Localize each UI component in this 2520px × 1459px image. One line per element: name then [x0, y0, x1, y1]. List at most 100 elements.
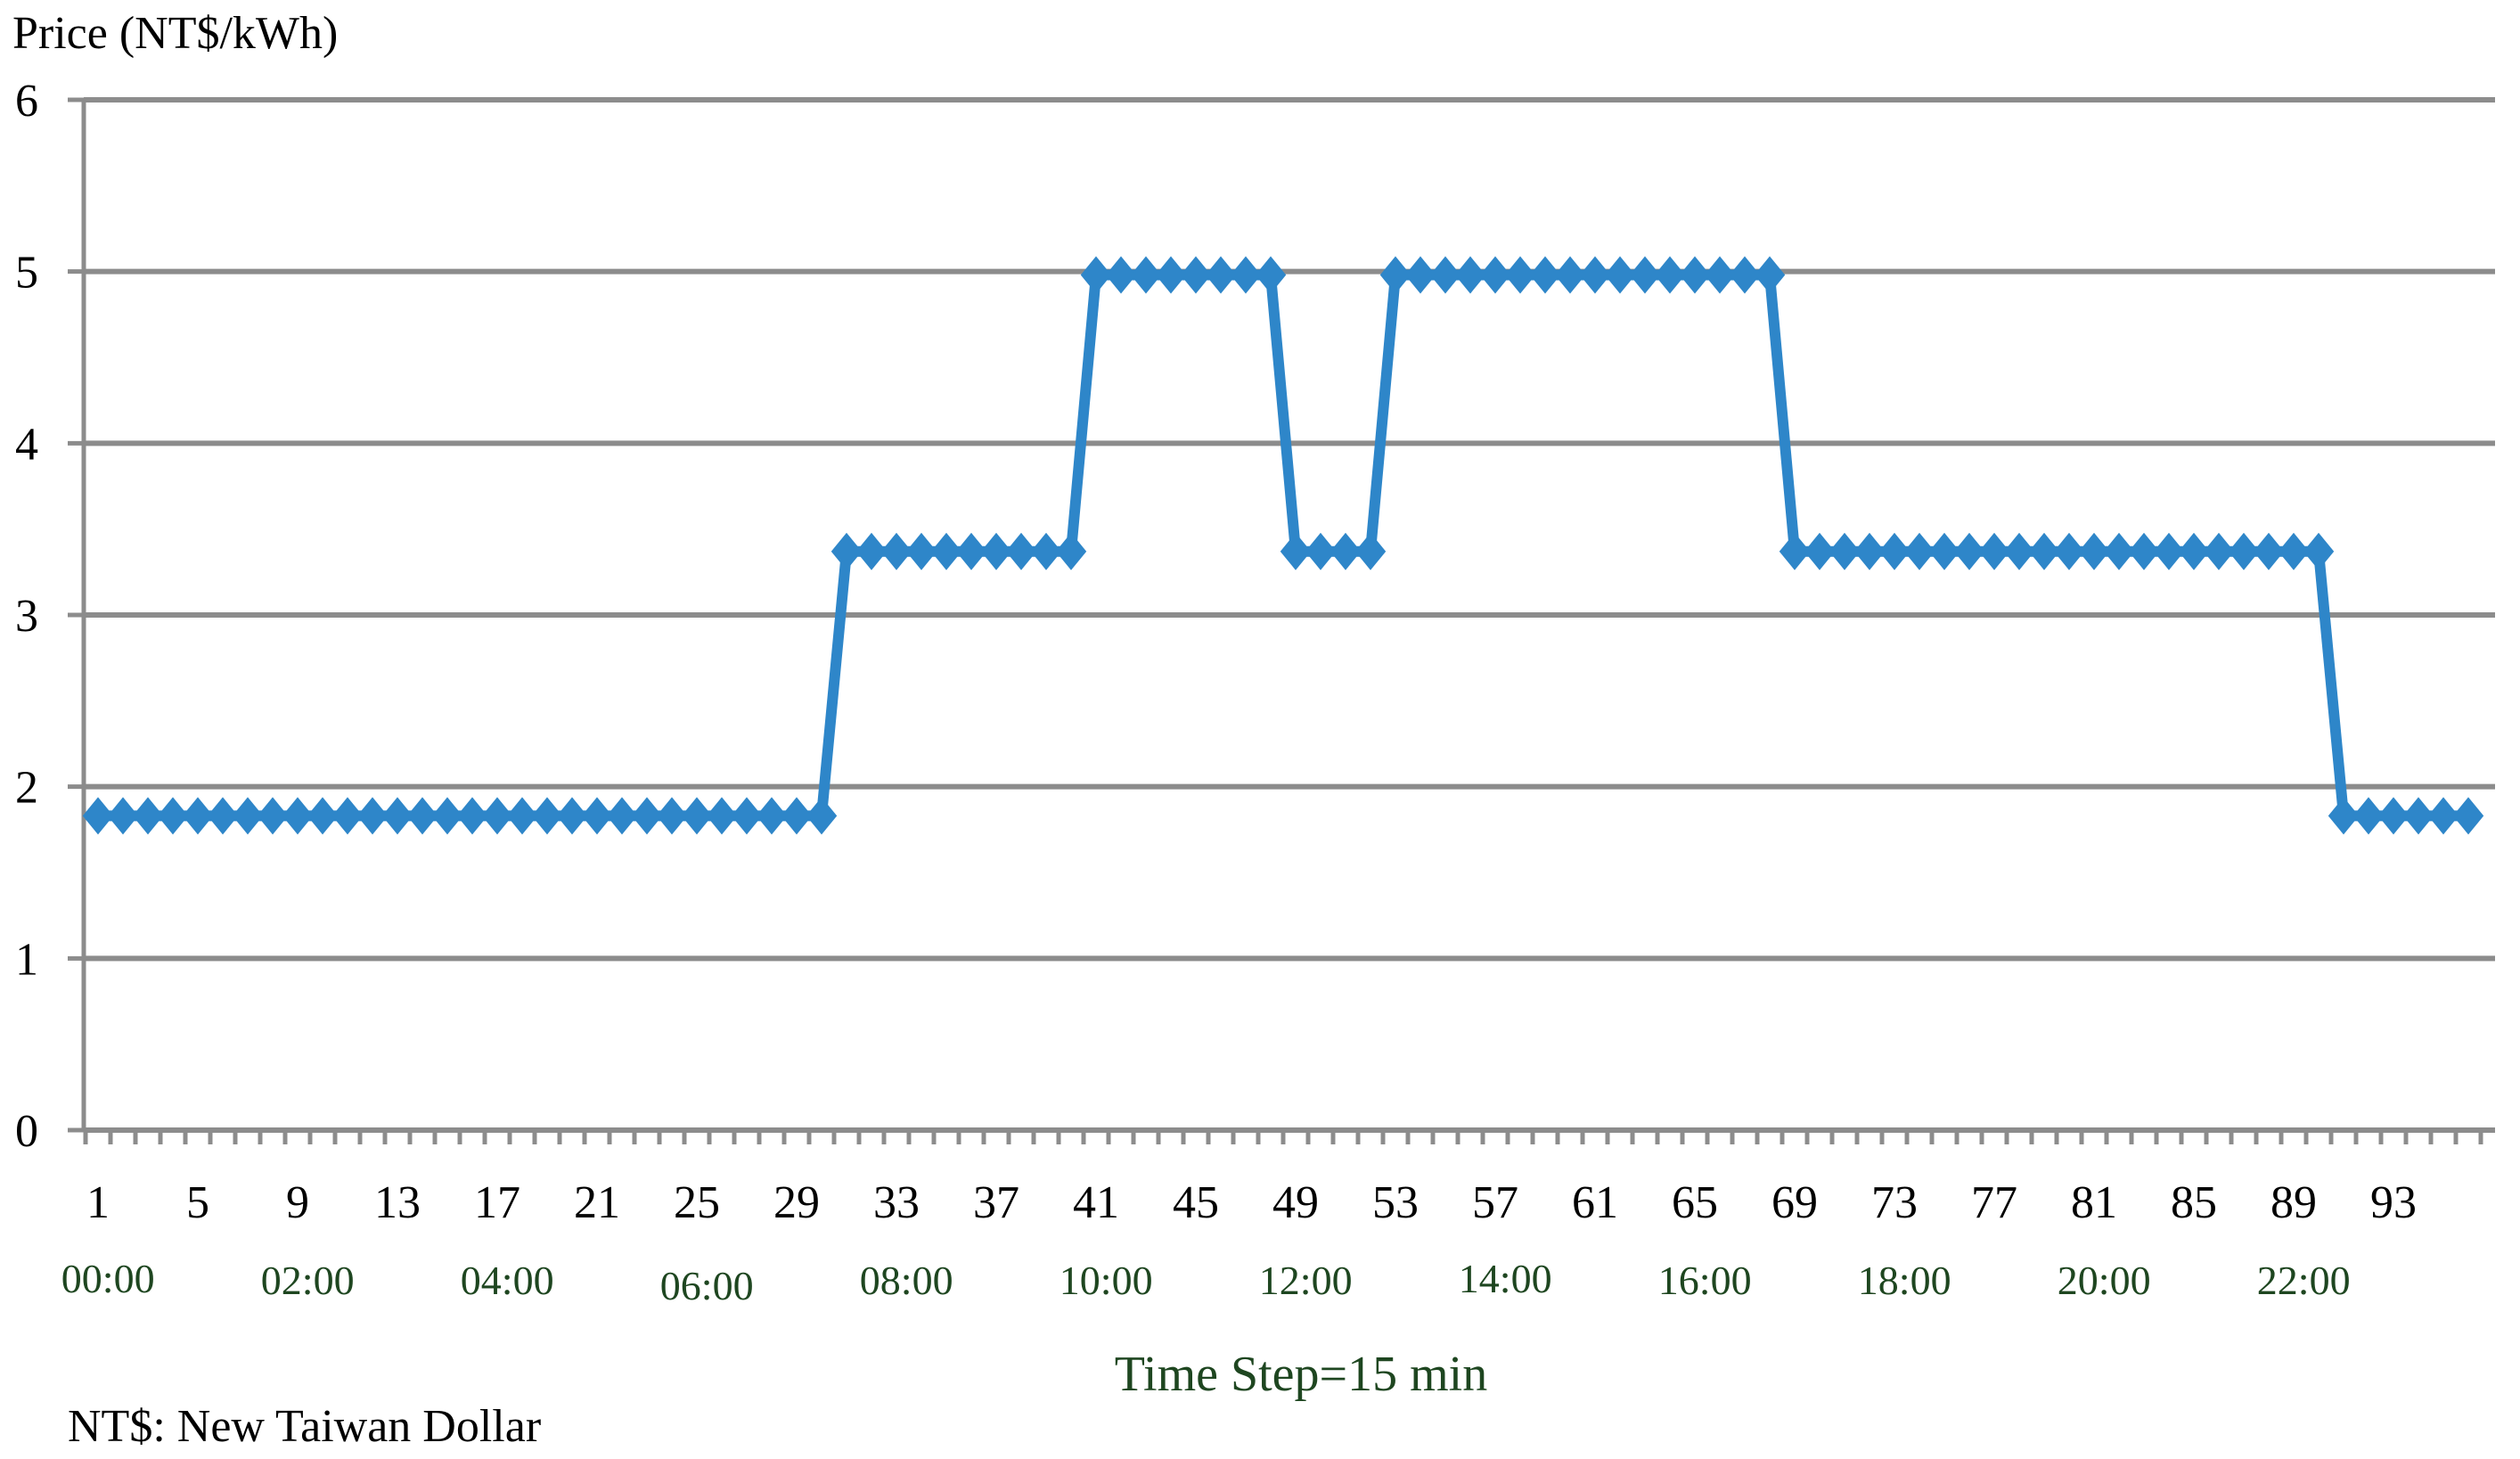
data-point: [307, 797, 339, 835]
data-point: [1429, 256, 1461, 294]
data-point: [2128, 532, 2160, 570]
data-point: [381, 797, 413, 835]
data-point: [1878, 532, 1910, 570]
data-point: [1804, 532, 1836, 570]
data-point: [1704, 256, 1736, 294]
data-point: [1404, 256, 1436, 294]
x-tick-label: 61: [1572, 1177, 1618, 1228]
time-label: 18:00: [1858, 1258, 1951, 1303]
data-point: [207, 797, 239, 835]
y-tick-label: 5: [15, 248, 38, 299]
x-axis-label: Time Step=15 min: [1115, 1347, 1487, 1402]
data-point: [706, 797, 738, 835]
data-point: [82, 797, 114, 835]
data-point: [1903, 532, 1935, 570]
data-point: [531, 797, 563, 835]
x-tick-label: 89: [2270, 1177, 2317, 1228]
x-tick-label: 1: [86, 1177, 110, 1228]
data-point: [2178, 532, 2210, 570]
time-label: 04:00: [461, 1258, 554, 1303]
data-point: [182, 797, 214, 835]
data-point: [282, 797, 314, 835]
data-point: [481, 797, 513, 835]
y-tick-label: 4: [15, 419, 38, 470]
data-point: [1829, 532, 1861, 570]
data-point: [1604, 256, 1636, 294]
data-point: [1953, 532, 1985, 570]
data-point: [1379, 256, 1411, 294]
data-point: [356, 797, 389, 835]
data-point: [1679, 256, 1711, 294]
grid-lines: [84, 97, 2495, 962]
data-point: [2328, 797, 2360, 835]
data-point: [1729, 256, 1761, 294]
x-tick-label: 65: [1672, 1177, 1718, 1228]
axes: [68, 97, 2495, 1144]
x-tick-labels: 1 5 9 13 17 21 25 29 33 37 41 45 49 53 57 61 65 69 73 77 81 8…: [86, 1177, 2417, 1228]
data-point: [1928, 532, 1960, 570]
data-point: [2103, 532, 2135, 570]
data-point: [1280, 532, 1312, 570]
data-point: [905, 532, 937, 570]
time-label: 10:00: [1060, 1258, 1153, 1303]
data-point: [855, 532, 888, 570]
data-point: [1080, 256, 1112, 294]
y-tick-label: 6: [15, 76, 38, 127]
data-point: [1305, 532, 1337, 570]
data-point: [806, 797, 838, 835]
data-point: [1779, 532, 1811, 570]
time-label: 06:00: [660, 1263, 754, 1308]
data-point: [1055, 532, 1087, 570]
data-point: [930, 532, 962, 570]
data-point: [2278, 532, 2310, 570]
data-point: [2153, 532, 2185, 570]
time-label: 12:00: [1259, 1258, 1353, 1303]
data-point: [1330, 532, 1362, 570]
data-point: [2352, 797, 2385, 835]
data-point: [581, 797, 613, 835]
footnote: NT$: New Taiwan Dollar: [68, 1401, 541, 1452]
data-point: [2078, 532, 2110, 570]
time-label: 22:00: [2257, 1258, 2351, 1303]
data-point: [1579, 256, 1611, 294]
data-point: [681, 797, 713, 835]
data-point: [1130, 256, 1162, 294]
x-tick-label: 45: [1173, 1177, 1219, 1228]
data-point: [2303, 532, 2335, 570]
data-point: [1255, 256, 1287, 294]
data-point: [107, 797, 139, 835]
data-point: [431, 797, 463, 835]
time-label: 00:00: [61, 1256, 155, 1301]
y-tick-label: 2: [15, 763, 38, 814]
data-point: [1354, 532, 1387, 570]
data-point: [1155, 256, 1187, 294]
data-point: [406, 797, 438, 835]
data-point: [556, 797, 588, 835]
data-point: [656, 797, 688, 835]
x-tick-label: 37: [973, 1177, 1019, 1228]
data-point: [2028, 532, 2060, 570]
x-tick-label: 53: [1372, 1177, 1419, 1228]
x-tick-label: 33: [873, 1177, 920, 1228]
x-tick-label: 93: [2370, 1177, 2417, 1228]
data-point: [132, 797, 164, 835]
data-point: [756, 797, 788, 835]
data-point: [2377, 797, 2410, 835]
data-point: [631, 797, 663, 835]
x-tick-label: 69: [1771, 1177, 1818, 1228]
data-point: [2053, 532, 2085, 570]
data-point: [606, 797, 638, 835]
data-point: [830, 532, 863, 570]
data-point: [257, 797, 289, 835]
data-point: [1479, 256, 1511, 294]
time-label: 08:00: [860, 1258, 953, 1303]
series-price: [82, 256, 2484, 835]
x-tick-label: 81: [2071, 1177, 2117, 1228]
time-label: 20:00: [2058, 1258, 2151, 1303]
data-point: [157, 797, 189, 835]
time-label: 16:00: [1658, 1258, 1752, 1303]
data-point: [456, 797, 488, 835]
x-tick-label: 29: [773, 1177, 820, 1228]
